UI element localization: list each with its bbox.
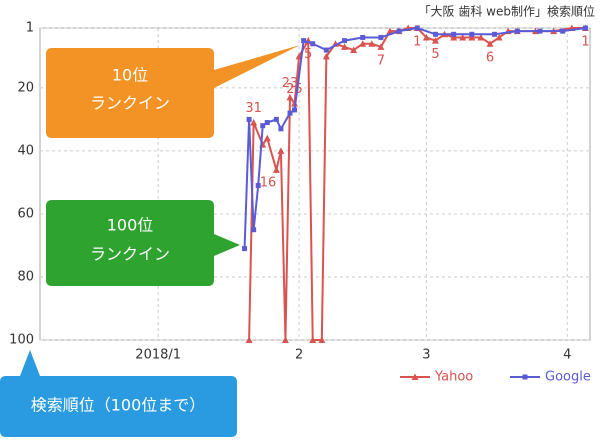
- marker: [495, 33, 503, 41]
- value-label: 5: [304, 47, 312, 62]
- marker: [459, 33, 467, 41]
- marker: [378, 34, 384, 40]
- x-tick-label: 3: [422, 348, 430, 363]
- marker: [450, 33, 458, 41]
- marker: [492, 31, 498, 37]
- marker: [360, 34, 366, 40]
- y-tick-label: 80: [17, 269, 34, 284]
- callout-10: 10位 ランクイン: [46, 45, 300, 138]
- value-label: 1: [581, 35, 589, 50]
- marker: [469, 31, 475, 37]
- value-label: 6: [486, 50, 494, 65]
- marker: [251, 227, 257, 233]
- marker: [310, 41, 316, 47]
- marker: [273, 116, 279, 122]
- marker: [431, 37, 439, 44]
- legend-label: Yahoo: [434, 370, 473, 385]
- value-label: 1: [413, 35, 421, 50]
- marker: [359, 40, 367, 47]
- marker: [341, 43, 349, 50]
- y-tick-label: 100: [9, 333, 34, 348]
- value-label: 25: [286, 82, 303, 97]
- marker: [368, 40, 376, 47]
- marker: [322, 52, 330, 60]
- marker: [396, 28, 402, 34]
- marker: [323, 47, 329, 53]
- marker: [560, 28, 566, 34]
- callout-text: 検索順位（100位まで）: [31, 396, 206, 415]
- callout-text: 100位: [107, 216, 154, 235]
- marker: [242, 246, 248, 252]
- marker: [246, 116, 252, 122]
- marker: [264, 120, 270, 126]
- marker: [477, 33, 485, 41]
- series-line: [243, 26, 586, 249]
- marker: [281, 336, 289, 343]
- y-tick-label: 1: [26, 21, 34, 36]
- marker: [411, 373, 419, 380]
- value-label: 31: [245, 101, 262, 116]
- marker: [386, 27, 394, 35]
- callout-box: [0, 350, 237, 437]
- chart-title: 「大阪 歯科 web制作」検索順位: [419, 4, 595, 19]
- callout-box: [46, 200, 240, 286]
- marker: [309, 336, 317, 343]
- annotation: 16: [260, 176, 277, 191]
- marker: [468, 33, 476, 41]
- marker: [486, 40, 494, 47]
- callout-text: 10位: [112, 66, 148, 85]
- marker: [250, 119, 258, 126]
- x-tick-label: 2018/1: [135, 348, 181, 363]
- marker: [422, 33, 430, 41]
- callout-axis: 検索順位（100位まで）: [0, 350, 237, 437]
- marker: [514, 28, 520, 34]
- legend-label: Google: [545, 370, 591, 385]
- marker: [292, 107, 298, 113]
- x-tick-label: 2: [295, 348, 303, 363]
- marker: [318, 336, 326, 343]
- marker: [342, 38, 348, 44]
- y-tick-label: 40: [17, 143, 34, 158]
- marker: [278, 126, 284, 132]
- y-tick-label: 60: [17, 206, 34, 221]
- value-label: 23: [282, 76, 299, 91]
- marker: [277, 147, 285, 154]
- marker: [255, 183, 261, 189]
- marker: [263, 134, 271, 142]
- value-label: 5: [431, 47, 439, 62]
- marker: [301, 38, 307, 44]
- y-tick-label: 20: [17, 80, 34, 95]
- callout-text: ランクイン: [90, 245, 170, 264]
- callout-text: ランクイン: [90, 94, 170, 113]
- marker: [537, 28, 543, 34]
- marker: [414, 25, 420, 31]
- x-tick-label: 4: [563, 348, 571, 363]
- marker: [350, 46, 358, 54]
- value-label: 7: [377, 53, 385, 68]
- marker: [272, 166, 280, 173]
- marker: [287, 110, 293, 116]
- marker: [286, 93, 294, 101]
- marker: [245, 336, 253, 343]
- marker: [377, 43, 385, 50]
- marker: [582, 25, 588, 31]
- callout-box: [46, 45, 300, 138]
- marker: [522, 374, 528, 380]
- callout-100: 100位 ランクイン: [46, 200, 240, 286]
- marker: [451, 31, 457, 37]
- marker: [432, 31, 438, 37]
- marker: [260, 123, 266, 129]
